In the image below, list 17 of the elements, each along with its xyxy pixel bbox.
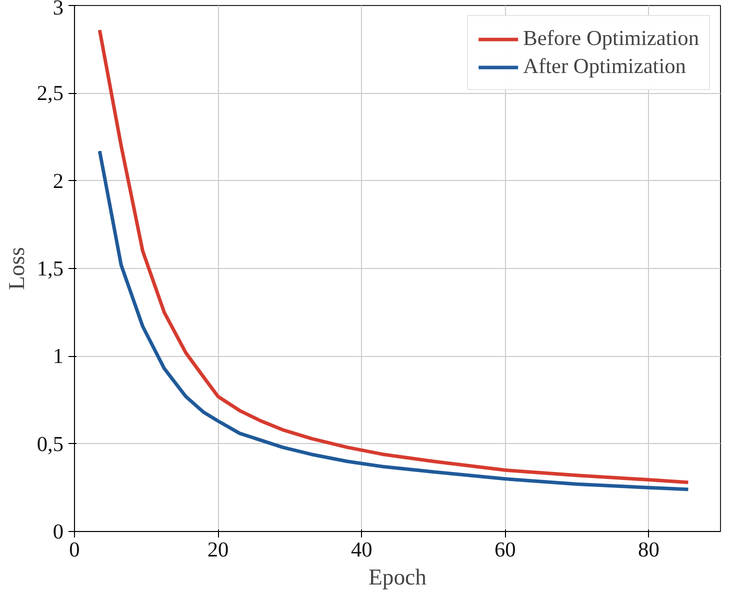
y-tick-label: 1 [52, 344, 64, 368]
y-tick-label: 1,5 [36, 256, 64, 280]
x-tick-label: 80 [638, 538, 660, 562]
y-tick-label: 0 [52, 520, 64, 544]
y-tick-label: 3 [52, 0, 64, 20]
y-tick-label: 2 [52, 168, 64, 193]
legend-label: After Optimization [523, 54, 686, 79]
x-tick-label: 60 [494, 538, 516, 562]
x-tick-label: 20 [207, 538, 229, 562]
line-series [98, 149, 690, 492]
legend-label: Before Optimization [523, 26, 699, 51]
x-tick-label: 40 [350, 538, 372, 562]
y-tick-label: 2,5 [36, 81, 64, 106]
y-tick-label: 0,5 [36, 432, 64, 456]
x-axis-title: Epoch [368, 564, 428, 590]
y-axis-title: Loss [4, 247, 29, 290]
x-tick-label: 0 [69, 538, 80, 562]
